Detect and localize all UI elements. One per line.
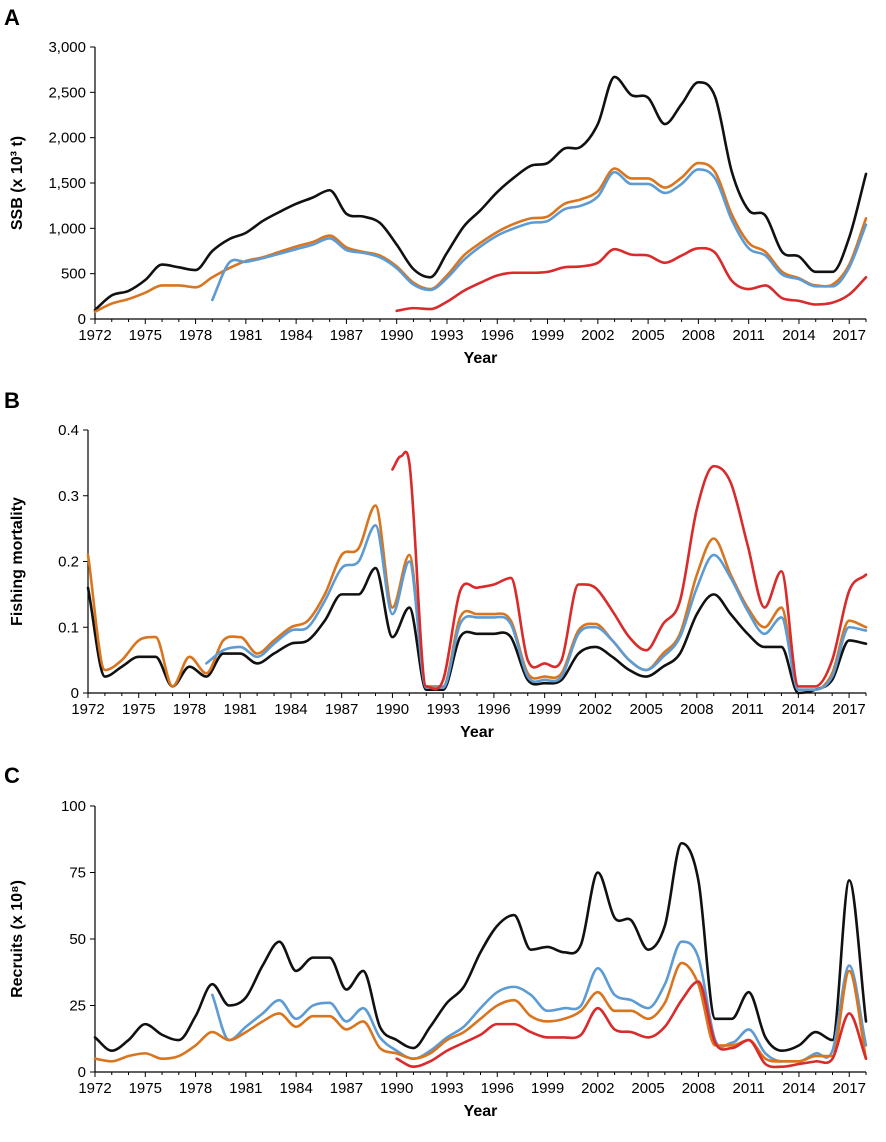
y-tick-label-a: 2,000 [48,130,86,147]
x-tick-label-c: 2014 [782,1080,815,1097]
x-tick-label-a: 1993 [430,327,463,344]
series-black-a [93,75,868,312]
series-orange-c [93,961,868,1063]
panel-label-b: B [4,388,20,413]
y-tick-label-a: 3,000 [48,39,86,56]
y-tick-label-b: 0.2 [58,554,79,571]
x-tick-label-b: 1999 [528,701,561,718]
series-black-c [93,841,868,1053]
x-tick-label-c: 2011 [733,1080,765,1097]
x-tick-label-a: 1972 [78,327,111,344]
x-tick-label-a: 2002 [581,327,614,344]
x-tick-label-b: 1993 [426,701,459,718]
panel-c: C 0 25 50 75 100 1972 1975 1978 1981 1984 1987 1990 1… [4,763,868,1120]
series-blue-c [211,940,868,1063]
x-tick-label-a: 2011 [733,327,765,344]
y-tick-label-a: 2,500 [48,84,86,101]
x-tick-label-a: 2005 [631,327,664,344]
x-tick-label-a: 1990 [380,327,413,344]
x-tick-label-c: 2017 [833,1080,866,1097]
x-tick-label-a: 1999 [531,327,564,344]
series-black-b [86,566,868,695]
x-tick-label-c: 1987 [330,1080,363,1097]
series-red-c [395,980,868,1069]
y-tick-label-c: 25 [69,998,86,1015]
x-tick-label-c: 1975 [129,1080,162,1097]
x-tick-label-c: 1993 [430,1080,463,1097]
x-tick-label-c: 1990 [380,1080,413,1097]
series-blue-b [205,524,868,692]
x-axis-title-b: Year [460,724,494,741]
x-tick-label-c: 1984 [279,1080,312,1097]
panel-a: A 0 500 1,000 1,500 2,000 2,500 3,000 1972 1975 19… [4,5,868,367]
y-tick-label-b: 0.1 [58,619,79,636]
y-axis-title-c: Recruits (x 10⁸) [9,880,26,998]
series-red-b [391,450,868,691]
x-axis-title-c: Year [464,1103,498,1120]
x-tick-label-c: 2008 [682,1080,715,1097]
x-tick-label-a: 1984 [279,327,312,344]
x-tick-label-b: 1996 [477,701,510,718]
x-tick-label-c: 1978 [179,1080,212,1097]
y-tick-label-a: 0 [78,311,86,328]
x-tick-label-b: 1972 [71,701,104,718]
x-tick-label-b: 2002 [579,701,612,718]
x-tick-label-a: 1978 [179,327,212,344]
y-tick-label-c: 0 [78,1064,86,1081]
x-tick-label-a: 1987 [330,327,363,344]
y-tick-label-b: 0.3 [58,488,79,505]
y-tick-label-a: 500 [61,266,86,283]
y-axis-title-b: Fishing mortality [9,497,26,626]
x-tick-label-b: 1990 [376,701,409,718]
x-tick-label-c: 1996 [481,1080,514,1097]
y-tick-label-a: 1,000 [48,220,86,237]
series-blue-a [211,168,868,302]
y-axis-title-a: SSB (x 10³ t) [9,136,26,230]
x-axis-title-a: Year [464,350,498,367]
x-tick-label-b: 2008 [680,701,713,718]
x-tick-label-a: 2008 [682,327,715,344]
x-tick-label-a: 1981 [229,327,262,344]
x-tick-label-c: 1981 [229,1080,262,1097]
x-tick-label-a: 1975 [129,327,162,344]
x-tick-label-b: 1978 [173,701,206,718]
x-tick-label-c: 2002 [581,1080,614,1097]
panel-label-c: C [4,763,20,788]
y-tick-label-c: 100 [61,798,86,815]
x-tick-label-c: 1972 [78,1080,111,1097]
x-tick-label-b: 1981 [224,701,257,718]
x-tick-label-b: 1975 [122,701,155,718]
x-tick-label-c: 2005 [631,1080,664,1097]
x-tick-label-c: 1999 [531,1080,564,1097]
series-red-a [395,246,868,313]
x-tick-label-b: 2017 [832,701,865,718]
x-tick-label-a: 2017 [833,327,866,344]
x-tick-label-b: 1984 [274,701,307,718]
y-tick-label-c: 50 [69,931,86,948]
x-tick-label-a: 2014 [782,327,815,344]
series-orange-b [86,504,868,692]
y-tick-label-a: 1,500 [48,175,86,192]
x-tick-label-b: 2005 [629,701,662,718]
panel-b: B 0 0.1 0.2 0.3 0.4 1972 1975 1978 1981 1984 1987 19… [4,388,868,741]
y-tick-label-b: 0.4 [58,422,79,439]
x-tick-label-b: 2014 [782,701,815,718]
y-tick-label-c: 75 [69,865,86,882]
x-tick-label-b: 1987 [325,701,358,718]
panel-label-a: A [4,5,20,30]
x-tick-label-a: 1996 [481,327,514,344]
y-tick-label-b: 0 [71,685,79,702]
x-tick-label-b: 2011 [731,701,763,718]
